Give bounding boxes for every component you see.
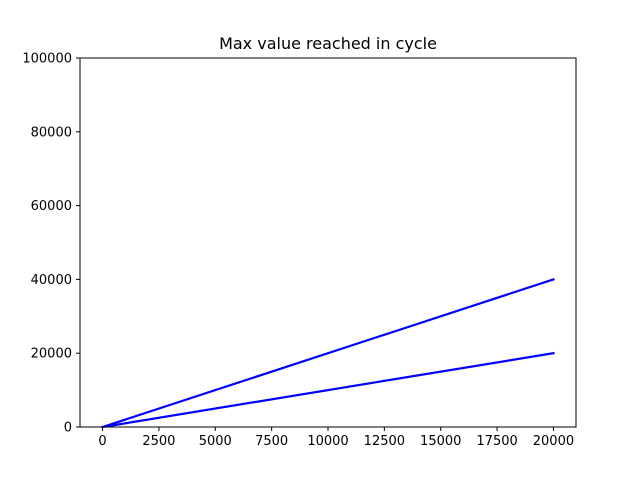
y-axis: 0 20000 40000 60000 80000 100000 <box>22 52 80 436</box>
series-line-2 <box>101 351 555 429</box>
chart-title: Max value reached in cycle <box>219 34 437 53</box>
x-tick-label: 0 <box>98 434 106 449</box>
x-tick-label: 10000 <box>307 434 348 449</box>
x-tick-label: 7500 <box>255 434 288 449</box>
x-tick-label: 17500 <box>476 434 517 449</box>
y-tick-label: 40000 <box>31 273 72 288</box>
plot-frame <box>79 57 577 428</box>
x-axis: 0 2500 5000 7500 10000 12500 15000 17500 20000 <box>98 427 574 449</box>
x-tick-label: 20000 <box>533 434 574 449</box>
y-tick-label: 80000 <box>31 125 72 140</box>
y-tick-label: 20000 <box>31 347 72 362</box>
x-tick-label: 5000 <box>199 434 232 449</box>
y-tick-label: 60000 <box>31 199 72 214</box>
x-tick-label: 12500 <box>364 434 405 449</box>
y-tick-label: 100000 <box>22 52 72 67</box>
x-tick-label: 15000 <box>420 434 461 449</box>
x-tick-label: 2500 <box>142 434 175 449</box>
plot-area <box>101 278 555 429</box>
y-tick-label: 0 <box>64 421 72 436</box>
series-line-1 <box>101 278 555 429</box>
